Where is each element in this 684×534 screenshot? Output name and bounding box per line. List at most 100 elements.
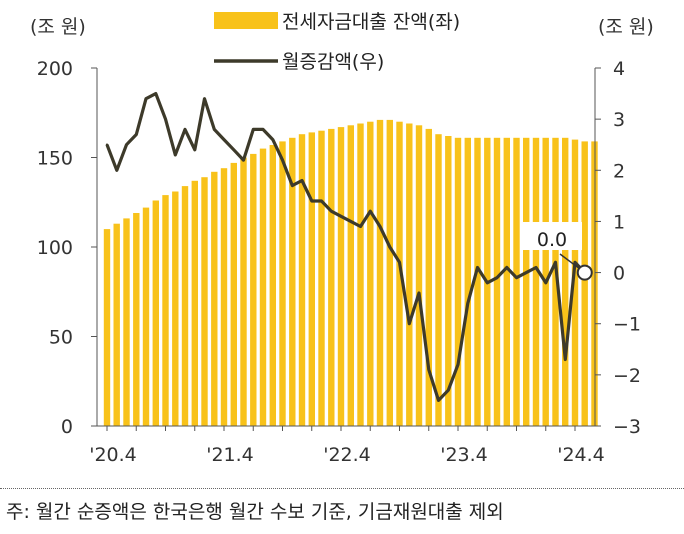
balance-bar bbox=[493, 137, 501, 427]
monthly-change-point bbox=[252, 128, 255, 131]
balance-bar bbox=[230, 162, 237, 426]
monthly-change-point bbox=[193, 148, 196, 151]
left-tick-label: 50 bbox=[49, 327, 73, 349]
balance-bar bbox=[162, 195, 169, 426]
footnote: 주: 월간 순증액은 한국은행 월간 수보 기준, 기금재원대출 제외 bbox=[6, 501, 504, 523]
balance-bar bbox=[298, 134, 306, 426]
balance-bar bbox=[445, 136, 452, 426]
monthly-change-point bbox=[261, 128, 265, 131]
monthly-change-point bbox=[369, 210, 372, 213]
x-tick-label: '22.4 bbox=[323, 444, 371, 466]
right-tick-label: 2 bbox=[613, 160, 625, 182]
axes: 0 50 100 150 200 −3 −2 −1 0 1 2 3 4 '20.4 '21.4 '22.4 '2… bbox=[37, 58, 641, 466]
monthly-change-point bbox=[154, 92, 157, 95]
monthly-change-point bbox=[544, 281, 547, 284]
monthly-change-point bbox=[281, 158, 284, 162]
balance-bar bbox=[201, 177, 208, 426]
monthly-change-point bbox=[339, 215, 343, 218]
chart: 0 50 100 150 200 −3 −2 −1 0 1 2 3 4 '20.4 '21.4 '22.4 '2… bbox=[30, 11, 654, 466]
monthly-change-point bbox=[417, 291, 421, 295]
balance-bar bbox=[406, 123, 413, 426]
balance-bar bbox=[289, 137, 296, 427]
balance-bar bbox=[133, 213, 140, 426]
balance-bar bbox=[571, 139, 579, 426]
monthly-change-point bbox=[398, 261, 401, 264]
balance-bar bbox=[435, 134, 442, 426]
balance-bar bbox=[172, 191, 179, 426]
legend-bar-swatch bbox=[214, 12, 278, 29]
balance-bar bbox=[562, 137, 569, 427]
balance-bar bbox=[513, 137, 520, 427]
monthly-change-point bbox=[505, 266, 508, 269]
annotation-marker bbox=[576, 264, 593, 281]
monthly-change-point bbox=[447, 389, 450, 392]
x-tick-label: '20.4 bbox=[89, 444, 137, 466]
monthly-change-line bbox=[105, 91, 586, 402]
monthly-change-point bbox=[213, 128, 216, 131]
balance-bar bbox=[279, 141, 286, 426]
balance-bar bbox=[415, 125, 423, 427]
monthly-change-point bbox=[476, 266, 479, 269]
monthly-change-point bbox=[573, 261, 577, 264]
balance-bar bbox=[386, 119, 393, 427]
balance-bar bbox=[308, 132, 315, 426]
monthly-change-point bbox=[174, 153, 177, 157]
balance-bar bbox=[240, 157, 247, 426]
monthly-change-point bbox=[388, 245, 391, 249]
right-tick-label: 4 bbox=[613, 58, 625, 80]
left-axis-unit: (조 원) bbox=[30, 16, 86, 38]
left-tick-label: 100 bbox=[37, 237, 73, 259]
legend-bar-label: 전세자금대출 잔액(좌) bbox=[282, 11, 460, 33]
right-tick-label: 3 bbox=[613, 109, 625, 131]
monthly-change-point bbox=[564, 358, 567, 361]
balance-bar bbox=[337, 127, 345, 426]
balance-bar bbox=[581, 141, 588, 426]
monthly-change-point bbox=[115, 169, 119, 172]
left-tick-label: 0 bbox=[61, 416, 73, 438]
footnote-divider bbox=[0, 488, 684, 489]
x-tick-label: '23.4 bbox=[440, 444, 488, 466]
balance-bar bbox=[181, 186, 189, 426]
balance-bar bbox=[503, 137, 510, 427]
left-tick-label: 200 bbox=[37, 58, 73, 80]
monthly-change-point bbox=[135, 133, 138, 136]
balance-bar bbox=[357, 123, 364, 426]
balance-bar bbox=[113, 223, 120, 426]
balance-bar bbox=[552, 137, 559, 427]
monthly-change-point bbox=[203, 97, 206, 100]
monthly-change-point bbox=[349, 220, 352, 223]
annotation-box bbox=[522, 222, 582, 250]
monthly-change-point bbox=[164, 117, 167, 121]
balance-bar bbox=[454, 137, 462, 427]
balance-bar bbox=[376, 119, 384, 427]
monthly-change-point bbox=[183, 128, 187, 131]
monthly-change-point bbox=[534, 266, 538, 269]
x-tick-label: '24.4 bbox=[557, 444, 605, 466]
monthly-change-polyline bbox=[105, 91, 586, 402]
monthly-change-point bbox=[495, 276, 499, 279]
balance-bar bbox=[474, 137, 481, 427]
monthly-change-point bbox=[105, 143, 109, 146]
monthly-change-point bbox=[378, 225, 382, 228]
annotation: 0.0 bbox=[522, 222, 593, 281]
legend-line-label: 월증감액(우) bbox=[282, 51, 384, 73]
monthly-change-point bbox=[408, 322, 411, 325]
right-axis-unit: (조 원) bbox=[598, 16, 654, 38]
balance-bar bbox=[523, 137, 530, 427]
monthly-change-point bbox=[515, 276, 518, 279]
right-tick-label: −2 bbox=[613, 365, 641, 387]
balance-bar bbox=[123, 218, 130, 426]
monthly-change-point bbox=[300, 179, 304, 182]
balance-bar bbox=[464, 137, 471, 427]
monthly-change-point bbox=[486, 281, 489, 284]
balance-bar bbox=[318, 130, 325, 426]
balance-bar bbox=[220, 168, 228, 426]
right-tick-label: 1 bbox=[613, 211, 625, 233]
monthly-change-point bbox=[232, 148, 235, 151]
x-tick-label: '21.4 bbox=[206, 444, 254, 466]
balance-bars bbox=[103, 119, 598, 427]
monthly-change-point bbox=[320, 199, 323, 203]
monthly-change-point bbox=[144, 97, 148, 100]
balance-bar bbox=[269, 145, 276, 426]
balance-bar bbox=[396, 121, 403, 426]
